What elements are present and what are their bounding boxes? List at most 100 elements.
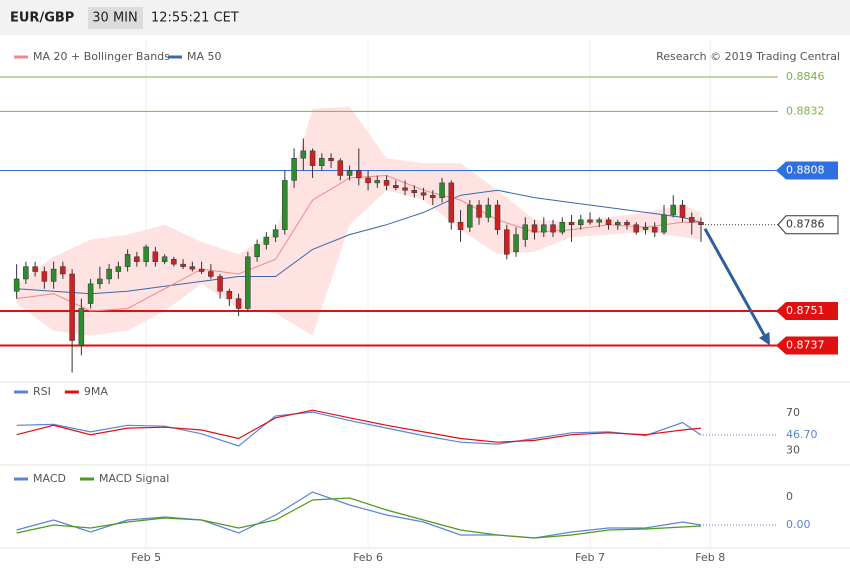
rsi-line: [16, 411, 702, 447]
candle-body: [393, 185, 399, 189]
x-tick-label: Feb 6: [353, 551, 383, 564]
candle-body: [300, 150, 307, 159]
candle-body: [291, 157, 297, 181]
legend-label: RSI: [33, 385, 51, 398]
candle-body: [309, 150, 316, 166]
candle-body: [633, 224, 640, 233]
candle-body: [60, 266, 66, 275]
candle-body: [494, 204, 501, 230]
candle-body: [124, 254, 131, 267]
level-label: 0.8786: [786, 218, 825, 231]
candle-body: [235, 298, 242, 309]
last-value-label: 0.00: [786, 518, 811, 531]
candle-body: [624, 222, 630, 225]
timeframe: 30 MIN: [92, 11, 137, 26]
pair: EUR/GBP: [10, 11, 74, 26]
last-value-box: [780, 517, 820, 533]
timeframe-box: [88, 7, 143, 29]
candle-body: [448, 182, 455, 223]
level-label: 0.8751: [786, 304, 825, 317]
level-label: 0.8808: [786, 164, 825, 177]
candle-body: [208, 271, 214, 277]
candle-body: [689, 217, 695, 223]
candle-body: [439, 182, 445, 198]
y-tick-label: 70: [786, 406, 800, 419]
x-tick-label: Feb 5: [131, 551, 161, 564]
candle-body: [328, 157, 334, 161]
candle-body: [679, 204, 686, 218]
candle-body: [23, 266, 29, 280]
candle-body: [605, 219, 612, 225]
candle-body: [420, 192, 427, 196]
candle-body: [272, 229, 279, 238]
macd-line: [16, 497, 702, 539]
last-value-label: 46.70: [786, 428, 818, 441]
x-tick-label: Feb 8: [695, 551, 725, 564]
candle-body: [97, 278, 103, 285]
candle-body: [115, 266, 122, 272]
level-label: 0.8737: [786, 338, 825, 351]
candle-body: [383, 180, 390, 186]
candle-body: [402, 187, 408, 191]
candle-body: [161, 256, 168, 262]
candle-body: [87, 283, 94, 304]
candle-body: [661, 214, 667, 233]
level-label-box: [776, 336, 838, 355]
candle-body: [531, 224, 538, 233]
candle-body: [180, 263, 186, 267]
candle-body: [457, 222, 464, 230]
candle-body: [642, 226, 649, 230]
candle-body: [69, 273, 75, 341]
candle-body: [670, 204, 677, 216]
candle-body: [50, 268, 57, 282]
x-tick-label: Feb 7: [575, 551, 605, 564]
y-tick-label: 30: [786, 444, 800, 457]
credit: Research © 2019 Trading Central: [656, 50, 840, 63]
candle-body: [467, 204, 473, 228]
candle-body: [578, 219, 584, 225]
candle-body: [171, 258, 177, 265]
candle-body: [134, 256, 140, 262]
ma50-line: [16, 189, 702, 295]
candle-body: [41, 271, 48, 282]
candle-body: [430, 194, 436, 198]
candle-body: [198, 268, 205, 272]
legend-label: MACD Signal: [99, 472, 169, 485]
candle-body: [568, 222, 575, 225]
candle-body: [513, 234, 519, 253]
legend-label: MACD: [33, 472, 66, 485]
candle-body: [226, 291, 233, 299]
candle-body: [550, 224, 556, 233]
candle-body: [152, 251, 159, 262]
candle-body: [652, 226, 658, 233]
candle-body: [587, 219, 593, 223]
candle-body: [245, 256, 251, 309]
candle-body: [596, 219, 603, 223]
candle-body: [522, 224, 529, 240]
candle-body: [106, 268, 112, 280]
legend-label: 9MA: [84, 385, 108, 398]
level-label-box: [777, 215, 839, 235]
level-label-box: [776, 301, 838, 320]
candle-body: [476, 204, 482, 218]
candle-body: [365, 177, 371, 184]
candle-body: [411, 190, 418, 193]
legend-label: MA 20 + Bollinger Bands: [33, 50, 170, 63]
candle-body: [282, 180, 288, 230]
candle-body: [78, 308, 85, 346]
bollinger-band: [16, 106, 702, 336]
candle-body: [319, 157, 325, 166]
candle-body: [541, 224, 547, 233]
candle-body: [615, 222, 621, 225]
level-label: 0.8846: [786, 70, 825, 83]
candle-body: [374, 180, 381, 184]
candle-body: [346, 170, 353, 176]
candle-body: [254, 244, 260, 258]
level-label-box: [776, 161, 838, 180]
y-tick-label: 0: [786, 490, 793, 503]
candle-body: [559, 222, 566, 233]
forecast-arrow: [703, 228, 766, 336]
rsi-line: [16, 409, 702, 443]
